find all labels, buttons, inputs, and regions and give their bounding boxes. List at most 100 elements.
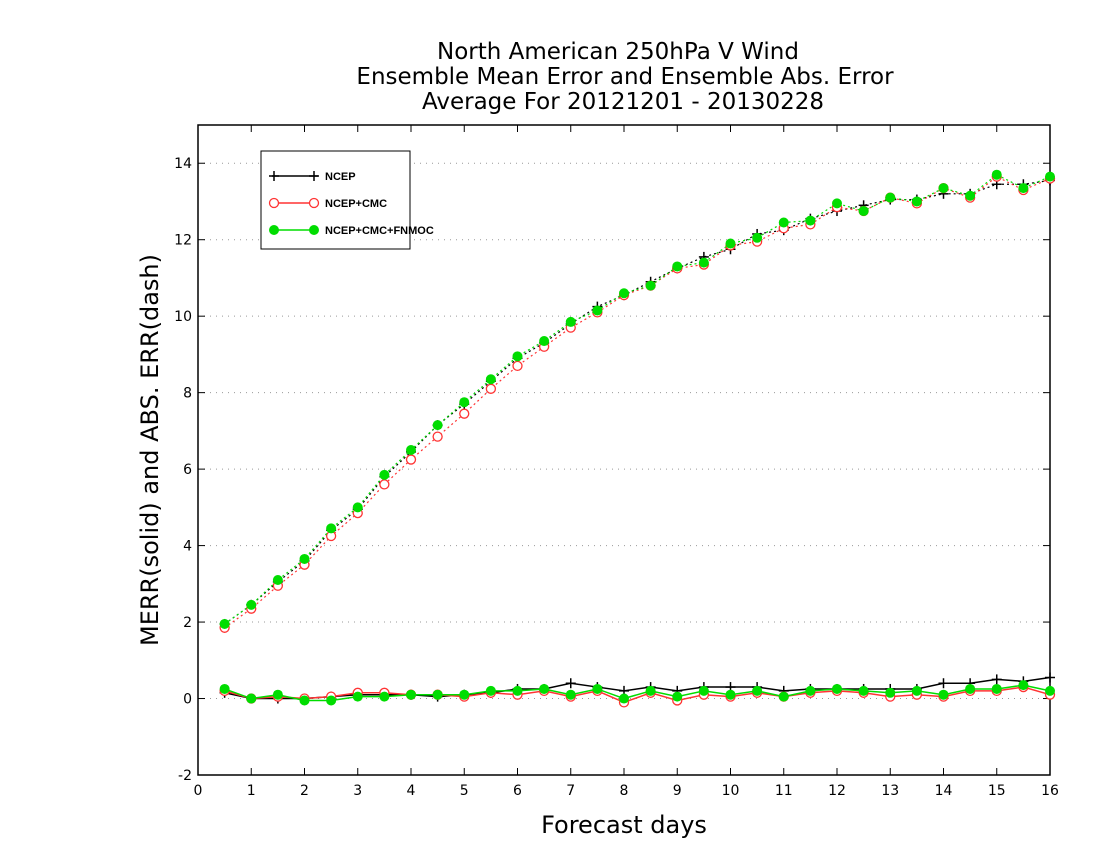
y-tick-label: 6 <box>183 462 192 478</box>
legend-marker <box>309 225 319 235</box>
legend-marker <box>309 171 319 181</box>
abs-err-point <box>459 397 470 408</box>
merr-point <box>965 683 976 694</box>
abs-err-point <box>938 183 949 194</box>
merr-point <box>246 693 257 704</box>
abs-err-point <box>459 408 470 419</box>
abs-err-point <box>485 374 496 385</box>
merr-point <box>938 678 949 689</box>
abs-err-point <box>619 288 629 299</box>
abs-err-point <box>432 431 443 442</box>
abs-err-line-ncep <box>224 179 1051 625</box>
abs-err-point <box>272 575 283 585</box>
merr-point <box>832 683 842 694</box>
legend-entry-ncep: NCEP <box>269 171 356 183</box>
abs-err-point <box>485 383 497 394</box>
abs-err-point <box>752 232 763 243</box>
x-tick-label: 4 <box>407 783 416 799</box>
merr-point <box>991 683 1002 694</box>
merr-point <box>406 689 416 700</box>
merr-point <box>485 685 496 696</box>
abs-err-point <box>406 445 416 455</box>
x-tick-label: 9 <box>673 783 682 799</box>
x-tick-label: 3 <box>353 783 362 799</box>
merr-point <box>645 685 656 696</box>
legend-marker <box>269 171 279 181</box>
x-tick-label: 10 <box>722 783 740 799</box>
abs-err-point <box>512 360 523 372</box>
y-tick-label: 10 <box>174 309 192 325</box>
x-tick-label: 7 <box>566 783 575 799</box>
abs-err-point <box>778 217 789 228</box>
merr-point <box>565 678 576 689</box>
merr-point <box>1018 680 1029 691</box>
merr-point <box>698 685 709 696</box>
merr-point <box>752 685 763 696</box>
x-tick-label: 0 <box>194 783 203 799</box>
x-tick-label: 11 <box>775 783 793 799</box>
merr-point <box>219 683 230 694</box>
y-tick-label: 14 <box>174 156 192 172</box>
abs-err-point <box>246 599 257 610</box>
legend: NCEP NCEP+CMC NCEP+CMC+FNMOC <box>260 150 434 250</box>
merr-point <box>379 691 390 702</box>
abs-err-point <box>326 523 337 534</box>
abs-err-point <box>911 196 922 207</box>
merr-point <box>1045 672 1055 683</box>
merr-point <box>778 691 789 702</box>
abs-err-point <box>379 469 390 480</box>
abs-err-point <box>432 420 443 431</box>
series-ncep-cmc <box>219 171 1056 708</box>
abs-err-point <box>565 316 576 327</box>
abs-err-point <box>832 198 842 209</box>
x-tick-label: 13 <box>881 783 899 799</box>
merr-point <box>619 693 629 704</box>
series-ncep <box>219 175 1055 704</box>
x-tick-label: 8 <box>620 783 629 799</box>
x-tick-label: 16 <box>1041 783 1059 799</box>
abs-err-point <box>592 305 603 316</box>
abs-err-point <box>512 351 523 362</box>
y-tick-label: 4 <box>183 539 192 555</box>
abs-err-point <box>219 618 230 629</box>
merr-point <box>539 683 550 694</box>
merr-point <box>805 685 816 696</box>
x-tick-label: 6 <box>513 783 522 799</box>
merr-point <box>565 689 576 700</box>
x-tick-label: 14 <box>935 783 953 799</box>
merr-point <box>858 685 869 696</box>
y-axis-label: MERR(solid) and ABS. ERR(dash) <box>136 254 164 646</box>
legend-marker <box>308 197 320 209</box>
abs-err-point <box>725 238 736 249</box>
y-tick-label: -2 <box>178 768 192 784</box>
merr-point <box>432 689 443 700</box>
merr-point <box>326 695 337 706</box>
chart-title-line-3: Average For 20121201 - 20130228 <box>422 89 824 115</box>
y-tick-label: 0 <box>183 692 192 708</box>
chart-title-line-1: North American 250hPa V Wind <box>437 39 799 65</box>
abs-err-point <box>299 553 310 564</box>
abs-err-point <box>672 261 683 272</box>
legend-entry-ncep-cmc-fnmoc: NCEP+CMC+FNMOC <box>269 225 434 237</box>
legend-marker <box>269 225 279 235</box>
legend-marker <box>268 197 280 209</box>
y-tick-label: 2 <box>183 615 192 631</box>
legend-entry-ncep-cmc: NCEP+CMC <box>268 197 387 210</box>
x-tick-label: 5 <box>460 783 469 799</box>
legend-label: NCEP+CMC+FNMOC <box>325 225 434 237</box>
merr-point <box>352 691 363 702</box>
abs-err-point <box>645 280 656 291</box>
merr-point <box>299 695 310 706</box>
abs-err-point <box>805 215 816 226</box>
x-tick-label: 2 <box>300 783 309 799</box>
legend-box <box>260 150 411 250</box>
abs-err-point <box>352 502 363 513</box>
abs-err-point <box>858 206 869 217</box>
gridlines <box>198 162 1050 776</box>
series-lines <box>219 169 1056 708</box>
x-tick-label: 15 <box>988 783 1006 799</box>
y-tick-label: 8 <box>183 386 192 402</box>
abs-err-line-ncep-cmc-fnmoc <box>224 173 1051 625</box>
